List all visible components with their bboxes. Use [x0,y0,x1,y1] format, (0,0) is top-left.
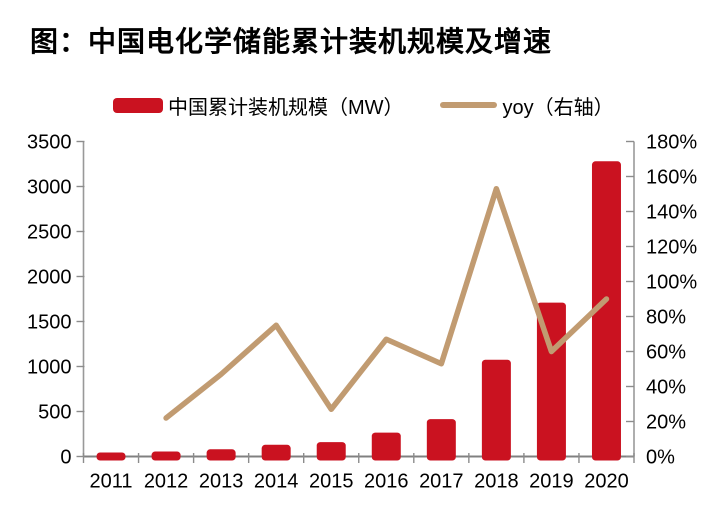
right-axis-tick-label: 60% [646,342,686,364]
bar-2016 [371,432,401,461]
legend-bar-label: 中国累计装机规模（MW） [168,96,404,119]
bar-2018 [481,359,511,461]
right-axis-tick-label: 80% [646,307,686,329]
bar-2020 [591,161,621,461]
legend-line-label: yoy（右轴） [502,96,614,119]
left-axis-tick-label: 3000 [27,177,72,199]
right-axis-tick-label: 20% [646,412,686,434]
left-axis-tick-label: 1000 [27,357,72,379]
left-axis-tick-label: 2500 [27,222,72,244]
x-axis-year-label: 2020 [584,471,629,493]
bar-2011 [96,452,126,461]
right-axis-tick-label: 140% [646,202,697,224]
x-axis-year-label: 2014 [254,471,299,493]
bar-2015 [316,442,346,461]
right-axis-tick-label: 180% [646,132,697,154]
legend-bar-swatch-icon [113,97,163,113]
right-axis-tick-label: 160% [646,167,697,189]
bar-2014 [261,444,291,461]
bar-2012 [151,451,181,461]
left-axis-tick-label: 3500 [27,132,72,154]
x-axis-year-label: 2017 [419,471,464,493]
x-axis-year-label: 2013 [199,471,244,493]
right-axis-tick-label: 100% [646,272,697,294]
legend: 中国累计装机规模（MW） yoy（右轴） [113,93,614,119]
left-axis-tick-label: 0 [60,447,71,469]
right-axis-tick-label: 120% [646,237,697,259]
bar-2013 [206,449,236,461]
x-axis-year-label: 2012 [144,471,189,493]
bar-2017 [426,419,456,461]
left-axis-tick-label: 500 [38,402,71,424]
x-axis-year-label: 2018 [474,471,519,493]
x-axis-year-label: 2016 [364,471,409,493]
x-axis-year-label: 2011 [90,471,133,493]
right-axis-tick-label: 40% [646,377,686,399]
left-axis-tick-label: 2000 [27,267,72,289]
yoy-line [163,186,610,421]
legend-line-swatch-icon [439,102,497,108]
right-axis-tick-label: 0% [646,447,675,469]
x-axis-year-label: 2015 [309,471,354,493]
x-axis-year-label: 2019 [529,471,574,493]
chart-title: 图：中国电化学储能累计装机规模及增速 [30,26,553,57]
left-axis-tick-label: 1500 [27,312,72,334]
